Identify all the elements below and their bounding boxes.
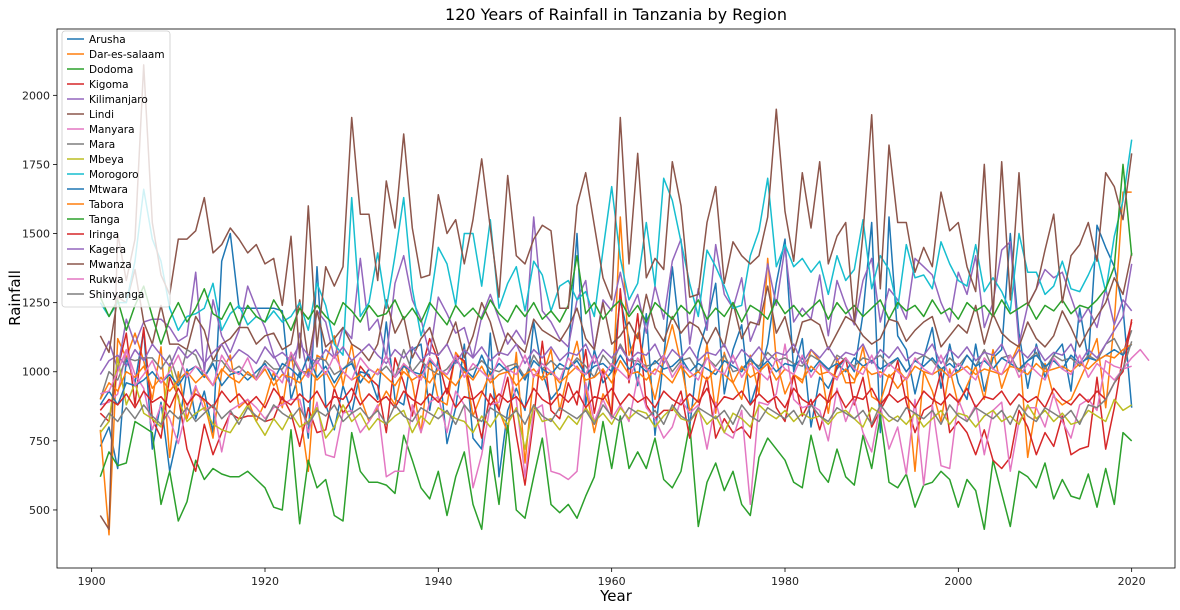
chart-title: 120 Years of Rainfall in Tanzania by Reg… (445, 5, 787, 24)
legend-label: Arusha (89, 34, 126, 46)
series-line-mbeya (99, 357, 1133, 450)
x-tick-label: 1960 (598, 575, 626, 588)
x-tick-label: 1940 (424, 575, 452, 588)
plot-frame (56, 28, 1176, 569)
legend-label: Rukwa (89, 274, 124, 286)
legend-label: Tanga (88, 214, 120, 226)
legend-label: Mtwara (89, 184, 128, 196)
series-line-iringa (99, 319, 1133, 411)
x-axis: 1900 1920 1940 1960 1980 2000 2020 (78, 568, 1146, 588)
series-line-tanga (99, 163, 1133, 345)
y-tick-label: 750 (29, 435, 50, 448)
legend-label: Shinyanga (89, 289, 144, 301)
legend-box (61, 30, 171, 308)
y-tick-label: 1750 (22, 158, 50, 171)
x-tick-label: 2020 (1118, 575, 1146, 588)
series-line-rukwa (100, 348, 1150, 395)
y-tick-label: 1500 (22, 228, 50, 241)
series-line-mwanza (99, 64, 1133, 531)
y-axis-label: Rainfall (6, 270, 24, 326)
legend-label: Morogoro (89, 169, 139, 181)
legend-label: Mbeya (89, 154, 124, 166)
x-tick-label: 1920 (251, 575, 279, 588)
x-tick-label: 1900 (78, 575, 106, 588)
legend-label: Dodoma (89, 64, 133, 76)
x-tick-label: 2000 (944, 575, 972, 588)
legend-label: Dar-es-salaam (89, 49, 165, 61)
series-line-lindi (99, 252, 1133, 362)
legend-label: Mara (89, 139, 115, 151)
y-tick-label: 1000 (22, 366, 50, 379)
legend-label: Lindi (89, 109, 114, 121)
y-tick-label: 1250 (22, 297, 50, 310)
series-line-tabora (99, 343, 1133, 400)
series-line-kagera (99, 263, 1133, 375)
legend-label: Manyara (89, 124, 135, 136)
legend-label: Kagera (89, 244, 126, 256)
legend-label: Tabora (88, 199, 124, 211)
series-line-arusha (99, 216, 1133, 478)
series-line-dodoma (99, 415, 1133, 531)
legend-label: Iringa (89, 229, 119, 241)
series-line-shinyanga (99, 341, 1133, 428)
series-line-mtwara (99, 343, 1133, 406)
y-tick-label: 2000 (22, 89, 50, 102)
legend: Arusha Dar-es-salaam Dodoma Kigoma Kilimanja… (61, 30, 171, 308)
legend-label: Kigoma (89, 79, 129, 91)
y-axis: 500 750 1000 1250 1500 1750 2000 (22, 89, 57, 517)
legend-label: Kilimanjaro (89, 94, 148, 106)
legend-label: Mwanza (89, 259, 132, 271)
series-line-kilimanjaro (99, 216, 1133, 387)
x-tick-label: 1980 (771, 575, 799, 588)
series-line-manyara (100, 343, 1132, 506)
y-tick-label: 500 (29, 504, 50, 517)
x-axis-label: Year (599, 587, 633, 605)
series-layer (99, 64, 1150, 536)
